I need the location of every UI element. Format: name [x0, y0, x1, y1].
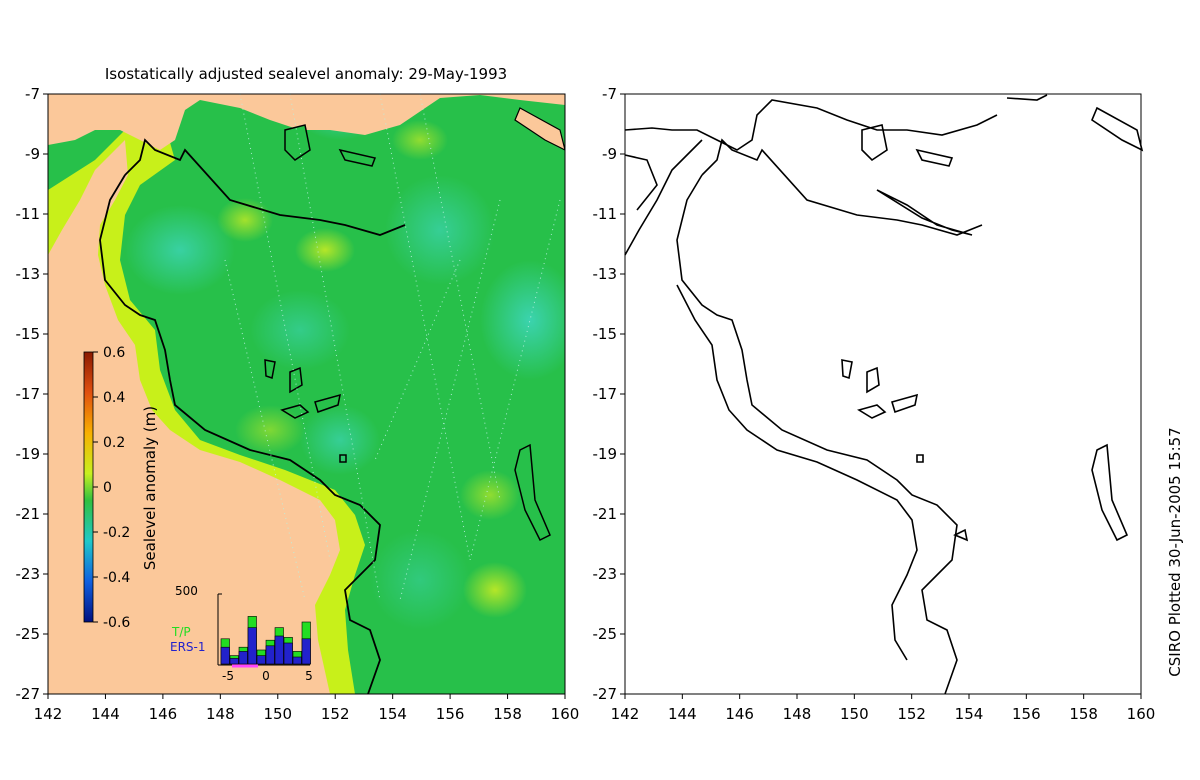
left-lon-label: 154	[378, 705, 407, 723]
histogram-xtick-5: 5	[305, 669, 313, 683]
colorbar-ticks: 0.6 0.4 0.2 0 -0.2 -0.4 -0.6	[93, 345, 130, 631]
colorbar-tick-label: 0	[103, 480, 112, 496]
histogram-bar-ers	[283, 642, 293, 665]
right-lon-label: 152	[897, 705, 926, 723]
right-lat-label: -15	[593, 325, 618, 343]
histogram-xtick-neg5: -5	[222, 669, 234, 683]
right-lat-axis: -7 -9 -11 -13 -15 -17 -19 -21 -23 -25 -27	[593, 85, 625, 703]
colorbar: 0.6 0.4 0.2 0 -0.2 -0.4 -0.6 Sealevel anomaly …	[83, 345, 159, 631]
left-map: 142 144 146 148 150 152 154 156 158 160 -7 -9 -11 -1…	[16, 85, 580, 723]
left-lat-label: -21	[16, 505, 41, 523]
right-map: 142 144 146 148 150 152 154 156 158 160 -7 -9 -11 -1…	[593, 85, 1156, 723]
left-lon-axis: 142 144 146 148 150 152 154 156 158 160	[34, 694, 580, 723]
right-lon-axis: 142 144 146 148 150 152 154 156 158 160	[611, 694, 1156, 723]
left-lat-label: -27	[16, 685, 41, 703]
left-lon-label: 150	[263, 705, 292, 723]
right-lon-label: 156	[1012, 705, 1041, 723]
left-lat-label: -7	[25, 85, 40, 103]
left-lat-label: -19	[16, 445, 41, 463]
histogram-bar-ers	[274, 635, 284, 665]
left-lat-label: -15	[16, 325, 41, 343]
right-lat-label: -13	[593, 265, 618, 283]
histogram-bar-ers	[229, 658, 239, 665]
histogram-bar-ers	[265, 645, 275, 665]
colorbar-tick-label: -0.4	[103, 570, 130, 586]
histogram-inset: 500 T/P ERS-1 -5 0 5	[170, 584, 313, 683]
left-lon-label: 158	[493, 705, 522, 723]
left-lat-label: -11	[16, 205, 41, 223]
legend-ers: ERS-1	[170, 640, 206, 654]
map-title: Isostatically adjusted sealevel anomaly:…	[105, 65, 507, 83]
histogram-xtick-0: 0	[262, 669, 270, 683]
right-lat-label: -27	[593, 685, 618, 703]
png-landmass	[48, 94, 565, 150]
left-lat-label: -17	[16, 385, 41, 403]
credit-text: CSIRO Plotted 30-Jun-2005 15:57	[1166, 427, 1184, 676]
right-lat-label: -7	[602, 85, 617, 103]
right-lon-label: 160	[1127, 705, 1156, 723]
left-lon-label: 160	[551, 705, 580, 723]
left-lon-label: 148	[206, 705, 235, 723]
australia-landmass	[48, 140, 340, 694]
right-lon-label: 144	[668, 705, 697, 723]
left-lon-label: 144	[91, 705, 120, 723]
left-lat-label: -9	[25, 145, 40, 163]
left-lon-label: 142	[34, 705, 63, 723]
satellite-tracks	[224, 94, 561, 601]
histogram-bar-ers	[247, 627, 257, 665]
left-lon-label: 146	[149, 705, 178, 723]
colorbar-tick-label: -0.6	[103, 615, 130, 631]
shelf-contour	[99, 138, 406, 694]
histogram-bars	[220, 616, 311, 665]
histogram-bar-ers	[292, 656, 302, 665]
right-lat-label: -21	[593, 505, 618, 523]
right-lat-label: -11	[593, 205, 618, 223]
left-lat-label: -13	[16, 265, 41, 283]
histogram-bar-ers	[238, 651, 248, 665]
colorbar-tick-label: 0.2	[103, 435, 125, 451]
right-lat-label: -19	[593, 445, 618, 463]
colorbar-label: Sealevel anomaly (m)	[141, 406, 159, 570]
histogram-bar-ers	[301, 638, 311, 665]
right-lat-label: -9	[602, 145, 617, 163]
right-lat-label: -25	[593, 625, 618, 643]
colorbar-ramp	[83, 351, 94, 623]
right-lon-label: 154	[955, 705, 984, 723]
histogram-ymax: 500	[175, 584, 198, 598]
legend-tp: T/P	[171, 625, 191, 639]
solomon-islands	[514, 107, 565, 151]
right-lat-label: -23	[593, 565, 618, 583]
left-lat-label: -25	[16, 625, 41, 643]
colorbar-tick-label: -0.2	[103, 525, 130, 541]
right-lat-label: -17	[593, 385, 618, 403]
left-lat-label: -23	[16, 565, 41, 583]
right-map-frame	[624, 93, 1142, 695]
left-lat-axis: -7 -9 -11 -13 -15 -17 -19 -21 -23 -25 -27	[16, 85, 48, 703]
histogram-bar-ers	[220, 646, 230, 665]
right-lon-label: 150	[840, 705, 869, 723]
histogram-bar-ers	[256, 655, 266, 665]
right-lon-label: 146	[725, 705, 754, 723]
colorbar-tick-label: 0.6	[103, 345, 125, 361]
right-lon-label: 158	[1069, 705, 1098, 723]
colorbar-tick-label: 0.4	[103, 390, 125, 406]
right-coastlines	[624, 94, 1144, 695]
right-lon-label: 148	[783, 705, 812, 723]
left-lon-label: 156	[436, 705, 465, 723]
right-lon-label: 142	[611, 705, 640, 723]
left-lon-label: 152	[321, 705, 350, 723]
